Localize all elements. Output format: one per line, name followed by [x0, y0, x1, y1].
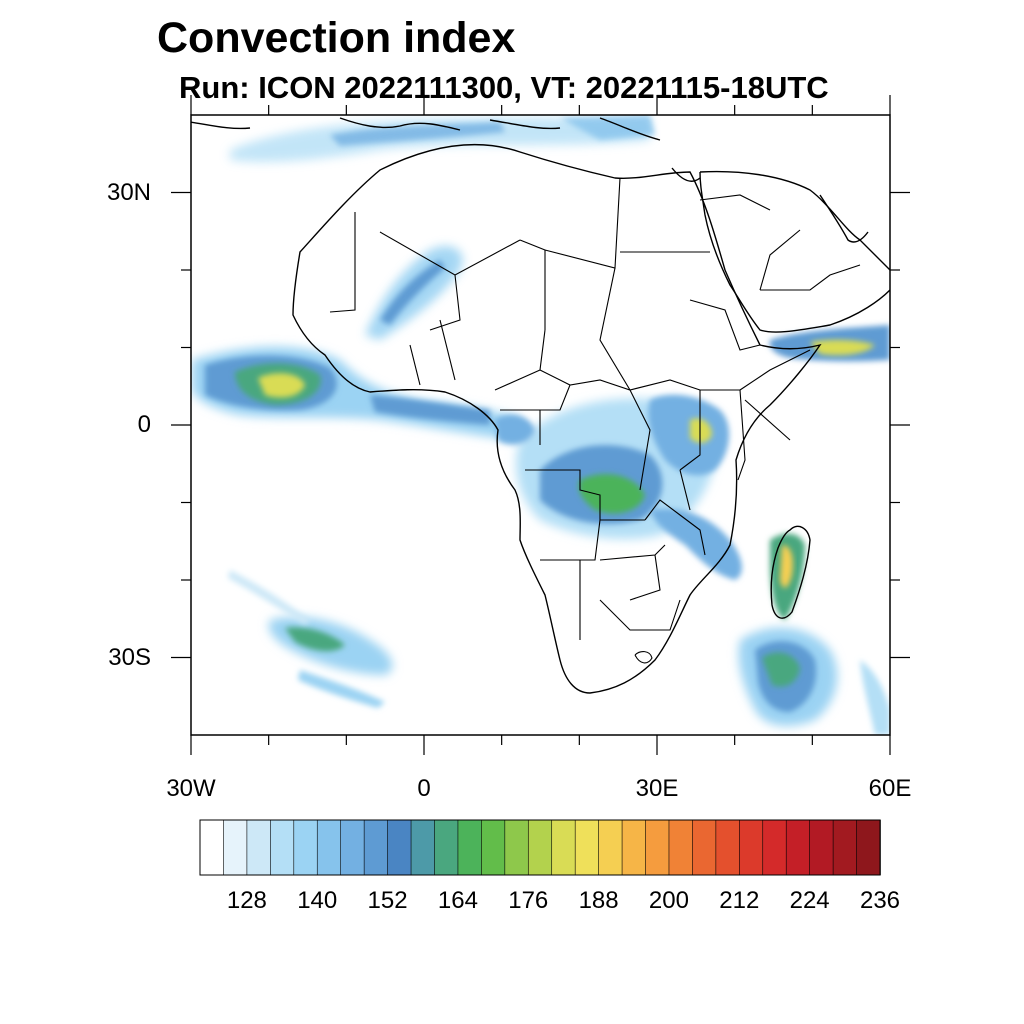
- lat-tick-label: 0: [137, 411, 151, 438]
- colorbar-swatch: [504, 819, 530, 876]
- colorbar-label: 188: [578, 887, 619, 914]
- colorbar-swatch: [293, 819, 319, 876]
- colorbar-swatch: [739, 819, 764, 876]
- colorbar-label: 176: [508, 887, 549, 914]
- map-title: Convection index: [157, 14, 516, 62]
- blob-mozambique: [650, 508, 742, 580]
- colorbar-label: 140: [297, 887, 338, 914]
- africa-coastline: [292, 143, 822, 694]
- colorbar-label: 128: [226, 887, 267, 914]
- map-subtitle: Run: ICON 2022111300, VT: 20221115-18UTC: [179, 70, 829, 105]
- arabia-coast: [699, 170, 890, 333]
- colorbar-swatch: [574, 819, 600, 876]
- colorbar-swatch: [645, 819, 670, 876]
- blob-south-atlantic-tail: [298, 670, 385, 708]
- colorbar-label: 212: [719, 887, 760, 914]
- lon-tick-label: 60E: [868, 775, 912, 802]
- blob-atlantic-yellow: [258, 373, 305, 398]
- border-3: [500, 369, 701, 491]
- colorbar-label: 200: [648, 887, 689, 914]
- colorbar-swatch: [410, 819, 436, 876]
- colorbar-swatch: [668, 819, 694, 876]
- blob-guinea-band: [370, 395, 490, 425]
- colorbar-swatch: [762, 819, 788, 876]
- colorbar-label: 164: [437, 887, 478, 914]
- colorbar-swatch: [457, 819, 483, 876]
- colorbar-swatch: [246, 819, 272, 876]
- colorbar-swatch: [598, 819, 623, 876]
- lon-tick-label: 0: [417, 775, 431, 802]
- colorbar-swatch: [481, 819, 506, 876]
- europe-coast: [191, 117, 661, 141]
- colorbar-label: 152: [367, 887, 408, 914]
- blob-south-atlantic-core: [285, 627, 345, 652]
- blob-sw-indian-green: [762, 652, 800, 687]
- blob-atlantic-streak: [228, 570, 310, 625]
- colorbar-swatch: [199, 819, 225, 876]
- colorbar-swatch: [785, 819, 811, 876]
- border-1: [329, 177, 621, 331]
- blob-gulf-aden-core: [810, 339, 875, 356]
- convection-field: [192, 115, 890, 735]
- lat-tick-label: 30N: [106, 178, 151, 206]
- blob-gabon: [495, 414, 535, 445]
- colorbar-swatch: [715, 819, 741, 876]
- border-4: [525, 469, 666, 640]
- blob-med-east: [560, 115, 655, 140]
- lon-tick-label: 30E: [635, 775, 679, 802]
- blob-arabian: [860, 660, 890, 735]
- border-8: [699, 194, 861, 291]
- colorbar-label: 224: [789, 887, 830, 914]
- border-7: [599, 599, 681, 664]
- blob-victoria-core: [690, 418, 712, 443]
- persian-gulf: [819, 194, 869, 243]
- colorbar-swatch: [551, 819, 576, 876]
- colorbar-swatch: [832, 819, 858, 876]
- blob-congo-green: [578, 474, 645, 514]
- colorbar: [199, 819, 881, 876]
- colorbar-frame: [199, 819, 881, 876]
- sinai: [671, 167, 701, 182]
- madagascar-coast: [770, 525, 811, 619]
- colorbar-swatch: [434, 819, 459, 876]
- borders: [329, 177, 861, 664]
- blob-sahara-core: [380, 260, 445, 325]
- blob-mediterranean-core: [330, 122, 505, 146]
- colorbar-swatch: [223, 819, 248, 876]
- lat-tick-label: 30S: [108, 643, 151, 671]
- border-5: [644, 389, 746, 556]
- colorbar-swatch: [621, 819, 647, 876]
- colorbar-swatch: [856, 819, 881, 876]
- blob-east-africa: [648, 394, 730, 476]
- colorbar-swatch: [692, 819, 717, 876]
- blob-madagascar-core: [780, 545, 793, 588]
- colorbar-swatch: [316, 819, 342, 876]
- lon-tick-label: 30W: [166, 775, 216, 802]
- colorbar-label: 236: [859, 887, 901, 914]
- colorbar-swatch: [387, 819, 412, 876]
- colorbar-swatch: [809, 819, 834, 876]
- colorbar-swatch: [363, 819, 389, 876]
- colorbar-swatch: [340, 819, 365, 876]
- axis-ticks: [171, 95, 910, 755]
- colorbar-swatch: [270, 819, 295, 876]
- border-6: [689, 299, 811, 441]
- colorbar-swatch: [527, 819, 553, 876]
- coastlines: [191, 117, 890, 694]
